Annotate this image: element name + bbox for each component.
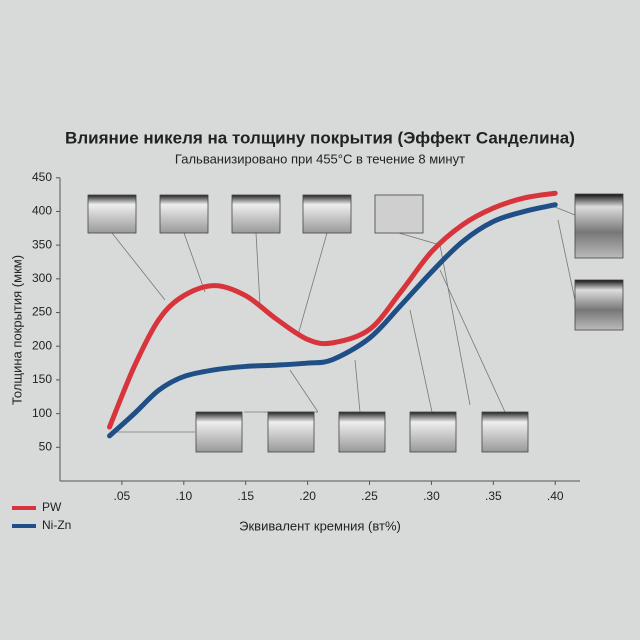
x-tick-label: .10 bbox=[175, 489, 192, 503]
series-line bbox=[107, 190, 558, 430]
x-tick-label: .25 bbox=[361, 489, 378, 503]
y-axis-label: Толщина покрытия (мкм) bbox=[9, 255, 24, 405]
y-tick-label: 350 bbox=[32, 237, 52, 251]
x-tick-label: .05 bbox=[114, 489, 131, 503]
chart-subtitle: Гальванизировано при 455°С в течение 8 м… bbox=[175, 151, 465, 166]
chart-title: Влияние никеля на толщину покрытия (Эффе… bbox=[65, 128, 575, 147]
series-line bbox=[107, 202, 558, 439]
x-tick-label: .40 bbox=[547, 489, 564, 503]
micrographs bbox=[87, 193, 624, 453]
y-tick-label: 250 bbox=[32, 305, 52, 319]
x-tick-label: .35 bbox=[485, 489, 502, 503]
x-tick-label: .20 bbox=[299, 489, 316, 503]
x-tick-label: .30 bbox=[423, 489, 440, 503]
y-tick-label: 450 bbox=[32, 170, 52, 184]
y-tick-label: 200 bbox=[32, 338, 52, 352]
x-tick-label: .15 bbox=[237, 489, 254, 503]
legend-label: Ni-Zn bbox=[42, 518, 71, 532]
y-tick-label: 150 bbox=[32, 372, 52, 386]
y-tick-label: 100 bbox=[32, 406, 52, 420]
legend-label: PW bbox=[42, 500, 62, 514]
y-tick-label: 300 bbox=[32, 271, 52, 285]
y-tick-label: 400 bbox=[32, 204, 52, 218]
x-axis-label: Эквивалент кремния (вт%) bbox=[239, 518, 401, 533]
y-tick-label: 50 bbox=[39, 439, 53, 453]
